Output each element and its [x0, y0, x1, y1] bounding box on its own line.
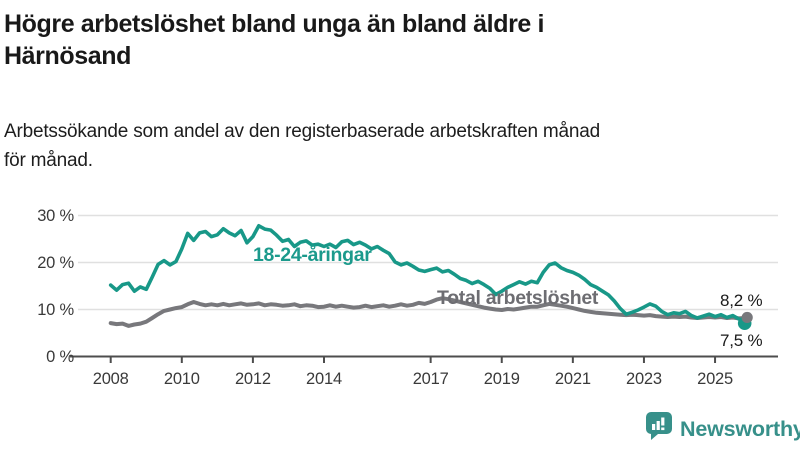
- page-subtitle-line1: Arbetssökande som andel av den registerb…: [4, 121, 601, 142]
- x-axis-tick-label: 2014: [306, 370, 342, 388]
- series-label-youth: 18-24-åringar: [253, 244, 372, 266]
- brand-name: Newsworthy: [680, 417, 800, 441]
- y-axis-tick-label: 0 %: [46, 347, 74, 366]
- y-axis-tick-label: 10 %: [37, 300, 74, 319]
- page-title-line1: Högre arbetslöshet bland unga än bland ä…: [4, 10, 545, 38]
- end-dot-total: [741, 311, 753, 324]
- end-value-label-total: 8,2 %: [720, 291, 763, 310]
- x-axis-tick-label: 2008: [92, 370, 129, 388]
- x-axis-tick-label: 2012: [234, 370, 271, 388]
- x-axis-tick-label: 2025: [697, 370, 733, 388]
- page-title-line2: Härnösand: [4, 42, 131, 70]
- series-line-total: [108, 296, 747, 328]
- x-axis-tick-label: 2019: [483, 370, 520, 388]
- x-axis-tick-label: 2010: [163, 370, 200, 388]
- page-subtitle-line2: för månad.: [4, 150, 93, 171]
- y-axis-tick-label: 20 %: [37, 253, 74, 272]
- newsworthy-logo-icon: [646, 412, 672, 440]
- series-line-youth: [108, 224, 747, 324]
- x-axis-tick-label: 2023: [625, 370, 662, 388]
- x-axis-tick-label: 2017: [412, 370, 449, 388]
- x-axis-tick-label: 2021: [554, 370, 591, 388]
- y-axis-tick-label: 30 %: [37, 206, 74, 225]
- series-label-total: Total arbetslöshet: [437, 287, 599, 309]
- end-value-label-youth: 7,5 %: [720, 331, 763, 350]
